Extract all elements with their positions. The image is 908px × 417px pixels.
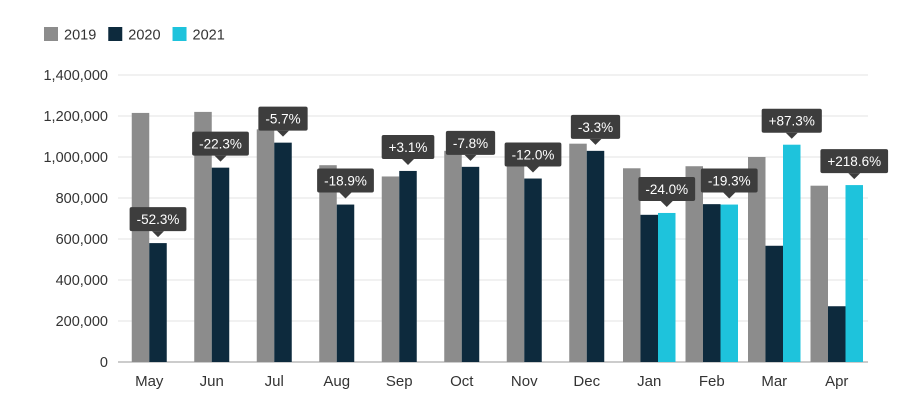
bar-nov-2020 [524,179,542,362]
callout-dec: -3.3% [571,115,620,145]
bar-dec-2020 [587,151,605,362]
bar-oct-2019 [444,151,462,362]
bar-may-2019 [132,113,150,362]
callout-pointer [402,159,414,165]
callout-label: -18.9% [324,174,367,189]
callout-label: -52.3% [137,212,180,227]
bar-jun-2020 [212,168,230,362]
bar-jan-2019 [623,168,641,362]
y-axis: 0 200,000 400,000 600,000 800,000 1,000,000 1,… [43,68,108,371]
x-tick-label: Jan [637,373,661,390]
legend-item-2019: 2019 [44,27,96,44]
bar-apr-2021 [846,185,864,362]
y-tick-label: 400,000 [56,273,108,289]
bar-may-2020 [149,243,167,362]
callout-label: +87.3% [769,114,815,129]
y-tick-label: 1,400,000 [43,68,108,84]
legend-swatch [173,27,187,41]
bar-dec-2019 [569,144,587,362]
y-tick-label: 0 [100,355,108,371]
legend: 2019 2020 2021 [44,27,225,44]
legend-item-2021: 2021 [173,27,225,44]
bar-oct-2020 [462,167,480,362]
legend-label: 2020 [128,28,160,44]
callout-label: -5.7% [265,112,300,127]
y-tick-label: 800,000 [56,191,108,207]
x-tick-label: Aug [323,373,350,390]
bar-jan-2021 [658,213,676,362]
y-tick-label: 600,000 [56,232,108,248]
callout-label: -7.8% [453,136,488,151]
callout-pointer [848,173,860,179]
legend-swatch [108,27,122,41]
y-tick-label: 1,000,000 [43,150,108,166]
bar-apr-2019 [811,186,829,362]
bar-feb-2020 [703,204,721,362]
callout-pointer [527,167,539,173]
x-tick-label: Mar [761,373,787,390]
x-tick-label: Feb [699,373,725,390]
x-tick-label: Oct [450,373,474,390]
x-tick-label: Jun [200,373,224,390]
callout-label: -12.0% [512,148,555,163]
bar-sep-2020 [399,171,417,362]
bar-mar-2020 [766,246,784,362]
callout-sep: +3.1% [382,135,435,165]
callout-pointer [786,133,798,139]
callout-mar: +87.3% [762,109,822,139]
bar-aug-2019 [319,165,337,362]
x-tick-label: Sep [386,373,413,390]
callout-pointer [661,201,673,207]
bar-sep-2019 [382,176,400,362]
callout-label: -24.0% [645,182,688,197]
x-axis: May Jun Jul Aug Sep Oct Nov Dec Jan Feb Mar Apr [135,373,848,390]
x-tick-label: May [135,373,164,390]
legend-swatch [44,27,58,41]
x-tick-label: Jul [265,373,284,390]
x-tick-label: Nov [511,373,538,390]
y-tick-label: 1,200,000 [43,109,108,125]
callout-label: -22.3% [199,137,242,152]
callout-pointer [277,131,289,137]
callout-pointer [215,156,227,162]
bar-apr-2020 [828,306,846,362]
y-tick-label: 200,000 [56,314,108,330]
callout-pointer [590,139,602,145]
bar-nov-2019 [507,153,525,362]
legend-item-2020: 2020 [108,27,160,44]
x-tick-label: Apr [825,373,848,390]
bar-feb-2021 [721,205,739,362]
bar-jul-2019 [257,129,275,362]
callout-label: -19.3% [708,174,751,189]
callout-pointer [465,155,477,161]
callout-label: -3.3% [578,120,613,135]
bar-aug-2020 [337,205,355,362]
callout-apr: +218.6% [820,149,888,179]
x-tick-label: Dec [573,373,600,390]
callout-pointer [152,231,164,237]
legend-label: 2021 [193,28,225,44]
bar-mar-2021 [783,145,801,362]
callout-label: +3.1% [389,140,428,155]
bar-jul-2020 [274,143,292,362]
bar-jan-2020 [641,215,659,362]
legend-label: 2019 [64,28,96,44]
callout-label: +218.6% [827,154,881,169]
